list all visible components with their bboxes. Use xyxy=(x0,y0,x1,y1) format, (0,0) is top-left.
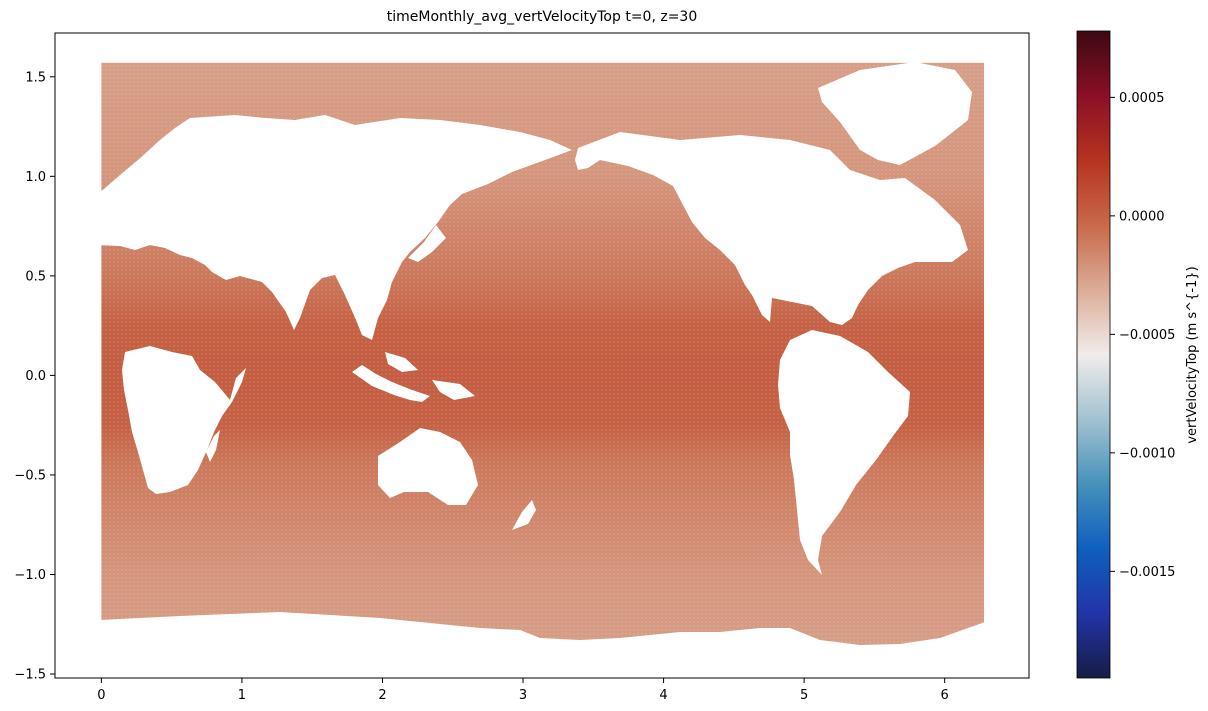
chart-title: timeMonthly_avg_vertVelocityTop t=0, z=3… xyxy=(387,9,698,25)
x-tick-label: 0 xyxy=(97,688,105,703)
x-axis: 0 1 2 3 4 5 6 xyxy=(97,678,949,703)
y-tick-label: 1.0 xyxy=(25,170,46,185)
land-new-zealand xyxy=(512,500,536,530)
y-axis: 1.5 1.0 0.5 0.0 −0.5 −1.0 −1.5 xyxy=(14,70,55,683)
colorbar-label: vertVelocityTop (m s^{-1}) xyxy=(1185,266,1200,443)
land-madagascar xyxy=(206,430,220,462)
land-eurasia xyxy=(97,115,572,340)
y-tick-label: 1.5 xyxy=(25,70,46,85)
x-tick-label: 6 xyxy=(941,688,949,703)
land-arctic-cap xyxy=(55,33,1029,62)
y-tick-label: −1.5 xyxy=(14,668,46,683)
land-australia xyxy=(378,428,478,505)
x-tick-label: 4 xyxy=(659,688,667,703)
land-japan xyxy=(408,225,446,262)
colorbar-tick-label: −0.0010 xyxy=(1119,446,1175,461)
colorbar-gradient xyxy=(1076,30,1111,679)
colorbar-tick-label: −0.0005 xyxy=(1119,328,1175,343)
x-tick-label: 3 xyxy=(519,688,527,703)
land-masks xyxy=(55,33,1029,678)
y-tick-label: 0.5 xyxy=(25,269,46,284)
colorbar: 0.0005 0.0000 −0.0005 −0.0010 −0.0015 vertVe… xyxy=(1076,30,1200,679)
colorbar-tick-label: 0.0000 xyxy=(1119,209,1165,224)
land-south-america xyxy=(778,330,910,575)
x-tick-label: 5 xyxy=(800,688,808,703)
x-tick-label: 2 xyxy=(378,688,386,703)
y-tick-label: 0.0 xyxy=(25,369,46,384)
colorbar-tick-label: −0.0015 xyxy=(1119,565,1175,580)
y-tick-label: −0.5 xyxy=(14,468,46,483)
colorbar-tick-label: 0.0005 xyxy=(1119,91,1165,106)
land-antarctica-east xyxy=(55,612,1029,678)
x-tick-label: 1 xyxy=(238,688,246,703)
colorbar-axis: 0.0005 0.0000 −0.0005 −0.0010 −0.0015 xyxy=(1110,91,1175,580)
plot-frame xyxy=(54,32,1030,679)
land-north-america xyxy=(575,132,968,325)
land-africa xyxy=(122,346,246,494)
land-indonesia xyxy=(352,352,475,402)
land-east-edge xyxy=(985,33,1029,678)
land-greenland xyxy=(818,62,972,165)
land-west-edge xyxy=(55,33,97,678)
y-tick-label: −1.0 xyxy=(14,568,46,583)
